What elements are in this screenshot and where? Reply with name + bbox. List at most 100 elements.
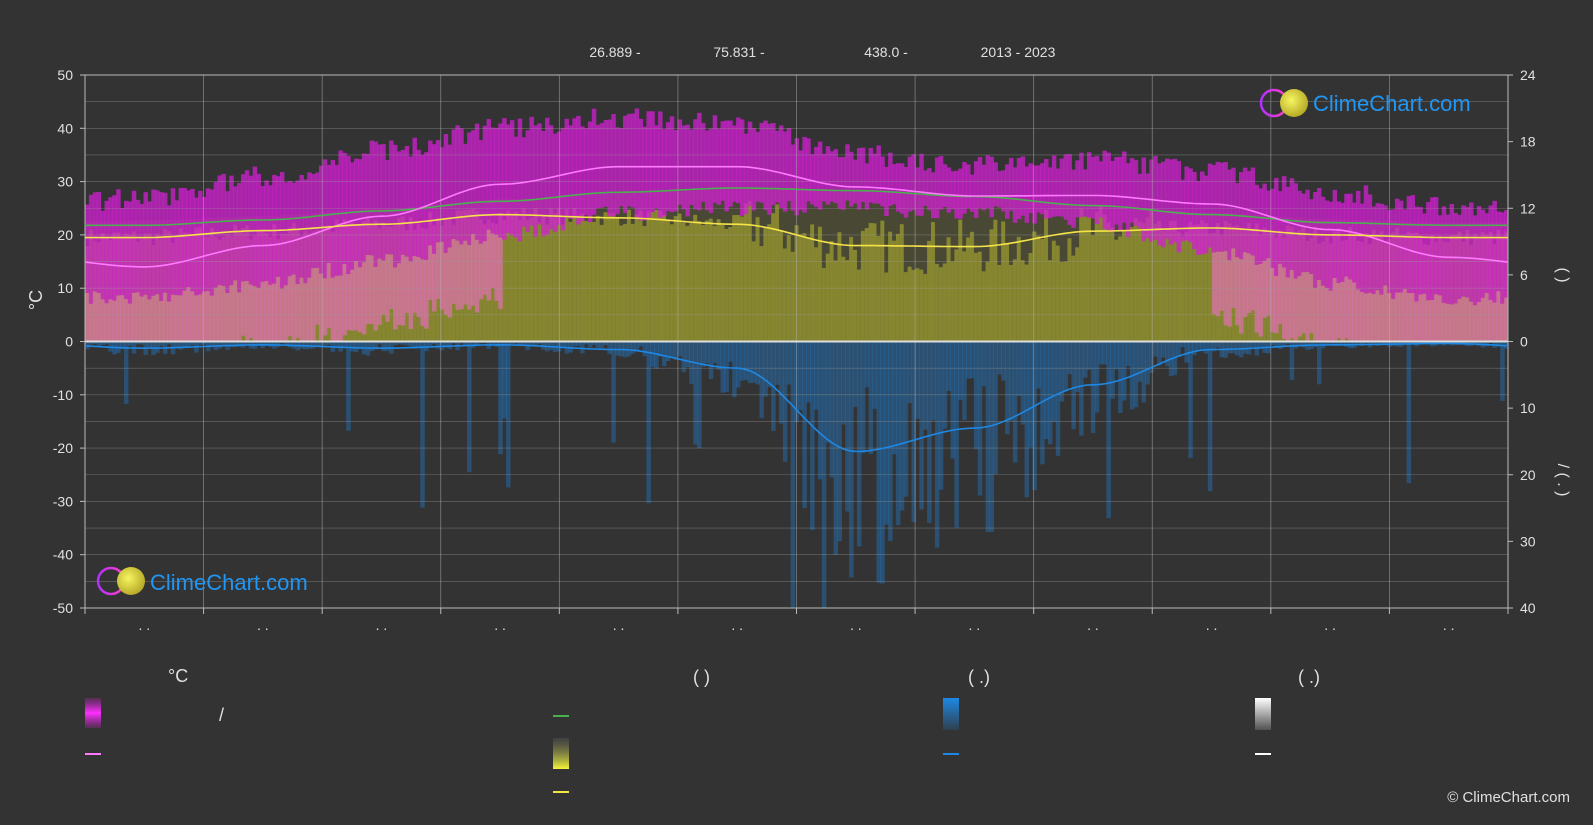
sunshine-day-bar (1040, 239, 1045, 342)
temp-range-day-bar (876, 145, 881, 204)
precip-day-bar (104, 341, 109, 345)
precip-day-bar (1098, 341, 1104, 365)
precip-day-bar (229, 341, 234, 348)
temp-range-day-bar (1270, 188, 1275, 268)
temp-low-day-bar (330, 277, 336, 342)
temp-low-day-bar (1488, 299, 1494, 342)
temp-range-day-bar (244, 170, 250, 281)
temp-range-day-bar (1024, 166, 1030, 223)
temp-low-day-bar (170, 294, 176, 342)
temp-low-day-bar (1461, 296, 1466, 342)
precip-day-bar (962, 341, 967, 421)
sunshine-day-bar (1094, 211, 1100, 342)
temp-range-day-bar (373, 141, 378, 267)
legend: °C ( ) ( .) ( .) / (85, 666, 1320, 793)
precip-day-bar (607, 341, 612, 355)
sunshine-day-bar (634, 214, 640, 342)
sunshine-day-bar (1012, 259, 1018, 342)
temp-range-day-bar (775, 130, 780, 203)
temp-range-day-bar (1145, 173, 1150, 238)
temp-low-day-bar (1504, 297, 1508, 342)
temp-range-day-bar (1313, 191, 1318, 288)
precip-day-bar (927, 341, 932, 523)
precip-day-bar (186, 341, 191, 348)
temp-range-day-bar (611, 114, 616, 217)
sunshine-day-bar (1032, 231, 1037, 342)
temp-range-day-bar (1094, 155, 1100, 225)
daylight-day-bar (821, 190, 827, 342)
precip-day-bar (712, 341, 718, 364)
sunshine-day-bar (548, 208, 554, 342)
temp-range-day-bar (642, 126, 648, 221)
sunshine-day-bar (642, 226, 648, 342)
sunshine-day-bar (568, 221, 573, 342)
precip-day-bar (736, 341, 741, 388)
precip-day-bar (681, 341, 686, 373)
temp-range-day-bar (1083, 169, 1088, 217)
precip-day-bar (849, 341, 854, 578)
temp-range-day-bar (1266, 190, 1271, 259)
precip-day-bar (1184, 341, 1189, 363)
temp-range-day-bar (759, 122, 764, 203)
temp-range-day-bar (1071, 169, 1076, 228)
precip-day-bar (1359, 341, 1365, 346)
precip-day-bar (377, 341, 382, 345)
precip-day-bar (1012, 341, 1018, 463)
temp-range-day-bar (1340, 202, 1345, 282)
sunshine-day-bar (615, 217, 620, 342)
sunshine-day-bar (1149, 208, 1154, 342)
legend-header-rain: ( .) (968, 667, 990, 687)
sunshine-day-bar (950, 261, 955, 342)
precip-day-bar (568, 341, 573, 353)
precip-day-bar (810, 341, 815, 531)
temp-range-day-bar (1051, 155, 1057, 217)
temp-range-day-bar (135, 199, 141, 293)
precip-day-bar (661, 341, 667, 367)
temp-range-day-bar (143, 192, 148, 295)
precip-day-bar (244, 341, 250, 345)
precip-day-bar (880, 341, 885, 584)
temp-range-day-bar (369, 140, 375, 256)
precip-day-bar (1114, 341, 1119, 370)
temp-range-day-bar (927, 168, 932, 211)
sunshine-day-bar (969, 231, 975, 342)
sunshine-day-bar (864, 228, 870, 342)
sunshine-day-bar (517, 219, 523, 342)
sunshine-day-bar (938, 267, 944, 342)
temp-range-day-bar (365, 153, 371, 256)
temp-low-day-bar (229, 285, 234, 342)
temp-range-day-bar (1063, 154, 1069, 220)
precip-day-bar (868, 341, 874, 454)
temp-range-day-bar (1336, 201, 1341, 284)
precip-day-bar (1258, 341, 1263, 348)
temp-low-day-bar (104, 303, 109, 342)
precip-day-bar (120, 341, 125, 350)
temp-range-day-bar (763, 120, 768, 211)
temp-low-day-bar (1242, 252, 1248, 317)
sunshine-day-bar (1122, 231, 1127, 342)
temp-low-day-bar (1285, 277, 1291, 342)
temp-low-day-bar (1211, 252, 1217, 315)
temp-range-day-bar (564, 118, 570, 218)
precip-day-bar (1231, 341, 1236, 354)
temp-range-day-bar (88, 194, 94, 304)
temp-range-day-bar (1176, 161, 1182, 253)
precip-day-bar (1332, 341, 1338, 346)
temp-range-day-bar (190, 188, 195, 292)
sunshine-day-bar (677, 213, 683, 342)
temp-low-day-bar (1391, 298, 1396, 342)
logo-text: ClimeChart.com (1313, 91, 1471, 116)
sunshine-day-bar (603, 212, 609, 342)
y-left-tick-label: 30 (57, 174, 73, 190)
temp-range-day-bar (973, 161, 979, 218)
temp-range-day-bar (1153, 155, 1158, 240)
precip-day-bar (1383, 341, 1388, 344)
temp-range-day-bar (291, 182, 297, 275)
temp-low-day-bar (311, 268, 316, 342)
temp-range-day-bar (455, 125, 460, 241)
sunshine-day-bar (693, 214, 698, 342)
temp-range-day-bar (346, 156, 351, 275)
temp-low-day-bar (1410, 292, 1416, 342)
precip-day-bar (1355, 341, 1361, 344)
temp-range-day-bar (946, 167, 952, 213)
